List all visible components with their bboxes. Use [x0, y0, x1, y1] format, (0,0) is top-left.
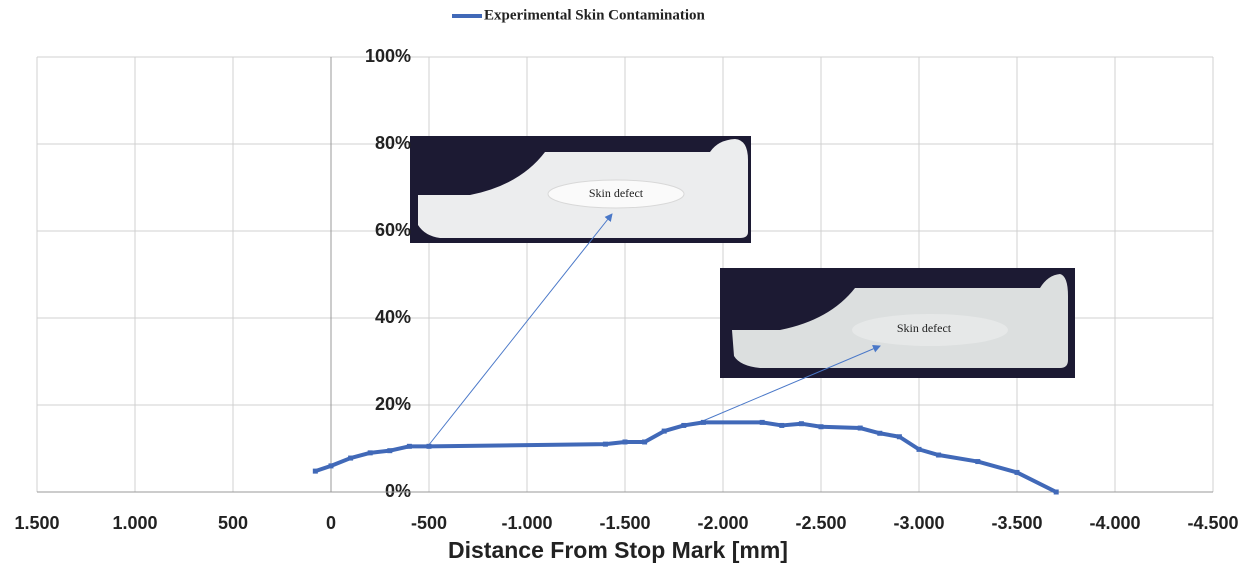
arrow [428, 214, 612, 446]
annotation: Skin defect [897, 321, 952, 335]
chart: Skin defect Skin defect Distance From St… [0, 0, 1257, 571]
y-tick-label: 0% [385, 481, 411, 501]
y-tick-label: 100% [365, 46, 411, 66]
x-tick-label: -1.000 [501, 513, 552, 533]
x-tick-label: 0 [326, 513, 336, 533]
x-tick-label: -500 [411, 513, 447, 533]
annotation: Skin defect [589, 186, 644, 200]
x-tick-label: -1.500 [599, 513, 650, 533]
photo [410, 136, 751, 243]
x-tick-label: -4.500 [1187, 513, 1238, 533]
legend-label: Experimental Skin Contamination [484, 7, 706, 23]
y-tick-label: 60% [375, 220, 411, 240]
x-tick-label: 500 [218, 513, 248, 533]
data-line [315, 422, 1056, 492]
x-tick-label: 1.500 [14, 513, 59, 533]
x-tick-label: -3.500 [991, 513, 1042, 533]
x-tick-label: -2.000 [697, 513, 748, 533]
x-tick-label: 1.000 [112, 513, 157, 533]
x-tick-label: -3.000 [893, 513, 944, 533]
x-tick-label: -2.500 [795, 513, 846, 533]
y-tick-label: 40% [375, 307, 411, 327]
y-tick-label: 20% [375, 394, 411, 414]
x-axis-title: Distance From Stop Mark [mm] [448, 537, 788, 563]
x-tick-label: -4.000 [1089, 513, 1140, 533]
y-tick-label: 80% [375, 133, 411, 153]
